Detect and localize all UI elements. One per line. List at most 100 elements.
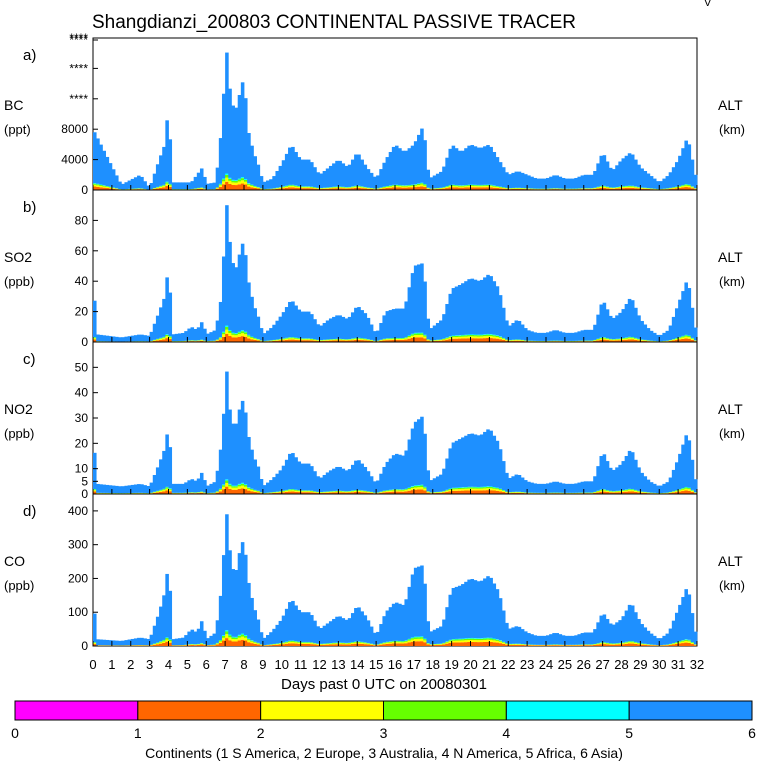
bar-co-68-c4 <box>307 642 311 643</box>
bar-co-39-c4 <box>216 643 220 644</box>
bar-bc-175-c6 <box>644 171 648 188</box>
bar-so2-0-c6 <box>93 301 97 337</box>
bar-bc-166-c3 <box>615 188 619 189</box>
bar-so2-83-c6 <box>354 308 358 338</box>
bar-co-116-c5 <box>458 639 462 640</box>
bar-bc-175-c3 <box>644 188 648 189</box>
bar-co-157-c2 <box>587 645 591 646</box>
bar-no2-190-c6 <box>691 460 695 490</box>
bar-bc-69-c6 <box>310 162 314 187</box>
bar-no2-104-c2 <box>420 489 424 494</box>
bar-co-87-c4 <box>367 643 371 644</box>
ytick-label-so2-2: 40 <box>75 274 89 288</box>
bar-so2-0-c3 <box>93 338 97 339</box>
bar-so2-151-c6 <box>568 333 572 341</box>
bar-co-130-c2 <box>502 644 506 646</box>
bar-no2-182-c6 <box>666 482 670 492</box>
bar-no2-12-c6 <box>131 485 135 493</box>
bar-no2-48-c4 <box>244 485 248 487</box>
bar-bc-164-c3 <box>609 188 613 189</box>
bar-co-117-c5 <box>461 639 465 640</box>
bar-no2-163-c3 <box>606 491 610 492</box>
bar-no2-81-c3 <box>348 492 352 493</box>
bar-no2-103-c2 <box>417 490 421 494</box>
bar-co-187-c3 <box>681 642 685 643</box>
bar-co-98-c6 <box>401 605 405 641</box>
bar-so2-96-c3 <box>395 339 399 340</box>
bar-co-41-c4 <box>222 636 226 638</box>
bar-co-178-c6 <box>653 636 657 645</box>
bar-bc-58-c3 <box>275 188 279 189</box>
xtick-label-0: 0 <box>89 657 96 672</box>
bar-bc-45-c5 <box>235 180 239 181</box>
bar-co-19-c6 <box>153 626 157 644</box>
bar-so2-48-c5 <box>244 332 248 333</box>
bar-bc-46-c6 <box>238 95 242 179</box>
bar-no2-88-c6 <box>370 476 374 492</box>
bar-no2-153-c6 <box>574 483 578 492</box>
bar-co-66-c2 <box>301 644 305 646</box>
bar-bc-46-c3 <box>238 181 242 184</box>
bar-co-98-c2 <box>401 644 405 646</box>
bar-co-6-c6 <box>112 640 116 645</box>
bar-co-145-c6 <box>549 634 553 644</box>
bar-bc-42-c2 <box>225 182 229 190</box>
bar-so2-174-c6 <box>640 321 644 340</box>
bar-no2-106-c3 <box>426 492 430 493</box>
bar-so2-47-c3 <box>241 333 245 336</box>
bar-so2-44-c2 <box>231 337 235 342</box>
bar-bc-3-c4 <box>102 186 106 187</box>
bar-no2-101-c6 <box>411 429 415 487</box>
bar-co-175-c3 <box>644 644 648 645</box>
bar-so2-184-c3 <box>672 340 676 341</box>
bar-co-120-c2 <box>471 642 475 646</box>
bar-bc-130-c6 <box>502 167 506 187</box>
bar-so2-126-c2 <box>489 338 493 342</box>
bar-bc-85-c6 <box>360 160 364 187</box>
bar-bc-24-c4 <box>169 184 173 185</box>
bar-so2-169-c3 <box>625 339 629 340</box>
bar-bc-120-c3 <box>471 186 475 187</box>
bar-bc-0-c5 <box>93 183 97 184</box>
bar-no2-43-c2 <box>228 489 232 494</box>
bar-bc-110-c6 <box>439 172 443 188</box>
ytick-label-bc-0: 0 <box>81 183 88 197</box>
bar-co-119-c6 <box>467 580 471 638</box>
bar-so2-164-c3 <box>609 340 613 341</box>
bar-co-82-c4 <box>351 642 355 643</box>
ytick-label-bc-6: **** <box>69 31 88 45</box>
bar-so2-26-c6 <box>175 334 179 341</box>
bar-no2-19-c6 <box>153 475 157 492</box>
bar-no2-45-c5 <box>235 486 239 487</box>
bar-co-140-c2 <box>533 645 537 646</box>
bar-bc-174-c6 <box>640 168 644 187</box>
bar-no2-118-c4 <box>464 488 468 489</box>
bar-so2-65-c6 <box>297 310 301 339</box>
bar-no2-96-c3 <box>395 490 399 491</box>
bar-co-115-c3 <box>455 641 459 643</box>
bar-so2-40-c6 <box>219 302 223 337</box>
bar-co-185-c6 <box>675 613 679 642</box>
bar-co-132-c6 <box>508 629 512 644</box>
bar-no2-98-c3 <box>401 491 405 492</box>
bar-co-46-c4 <box>238 636 242 638</box>
bar-no2-61-c4 <box>285 490 289 491</box>
ytick-label-no2-1: 5 <box>81 474 88 488</box>
bar-no2-169-c3 <box>625 491 629 492</box>
bar-so2-49-c4 <box>247 335 251 336</box>
bar-no2-42-c6 <box>225 372 229 480</box>
bar-so2-48-c2 <box>244 337 248 342</box>
bar-bc-46-c4 <box>238 180 242 182</box>
bar-so2-115-c6 <box>455 287 459 336</box>
bar-co-108-c2 <box>433 645 437 646</box>
bar-bc-6-c6 <box>112 169 116 187</box>
bar-no2-83-c6 <box>354 461 358 490</box>
bar-no2-110-c6 <box>439 475 443 492</box>
bar-so2-22-c6 <box>162 299 166 337</box>
bar-no2-94-c4 <box>389 490 393 491</box>
bar-co-60-c6 <box>282 616 286 643</box>
bar-no2-164-c6 <box>609 468 613 491</box>
bar-co-123-c6 <box>480 581 484 638</box>
bar-co-10-c6 <box>124 640 128 645</box>
bar-so2-164-c6 <box>609 316 613 339</box>
